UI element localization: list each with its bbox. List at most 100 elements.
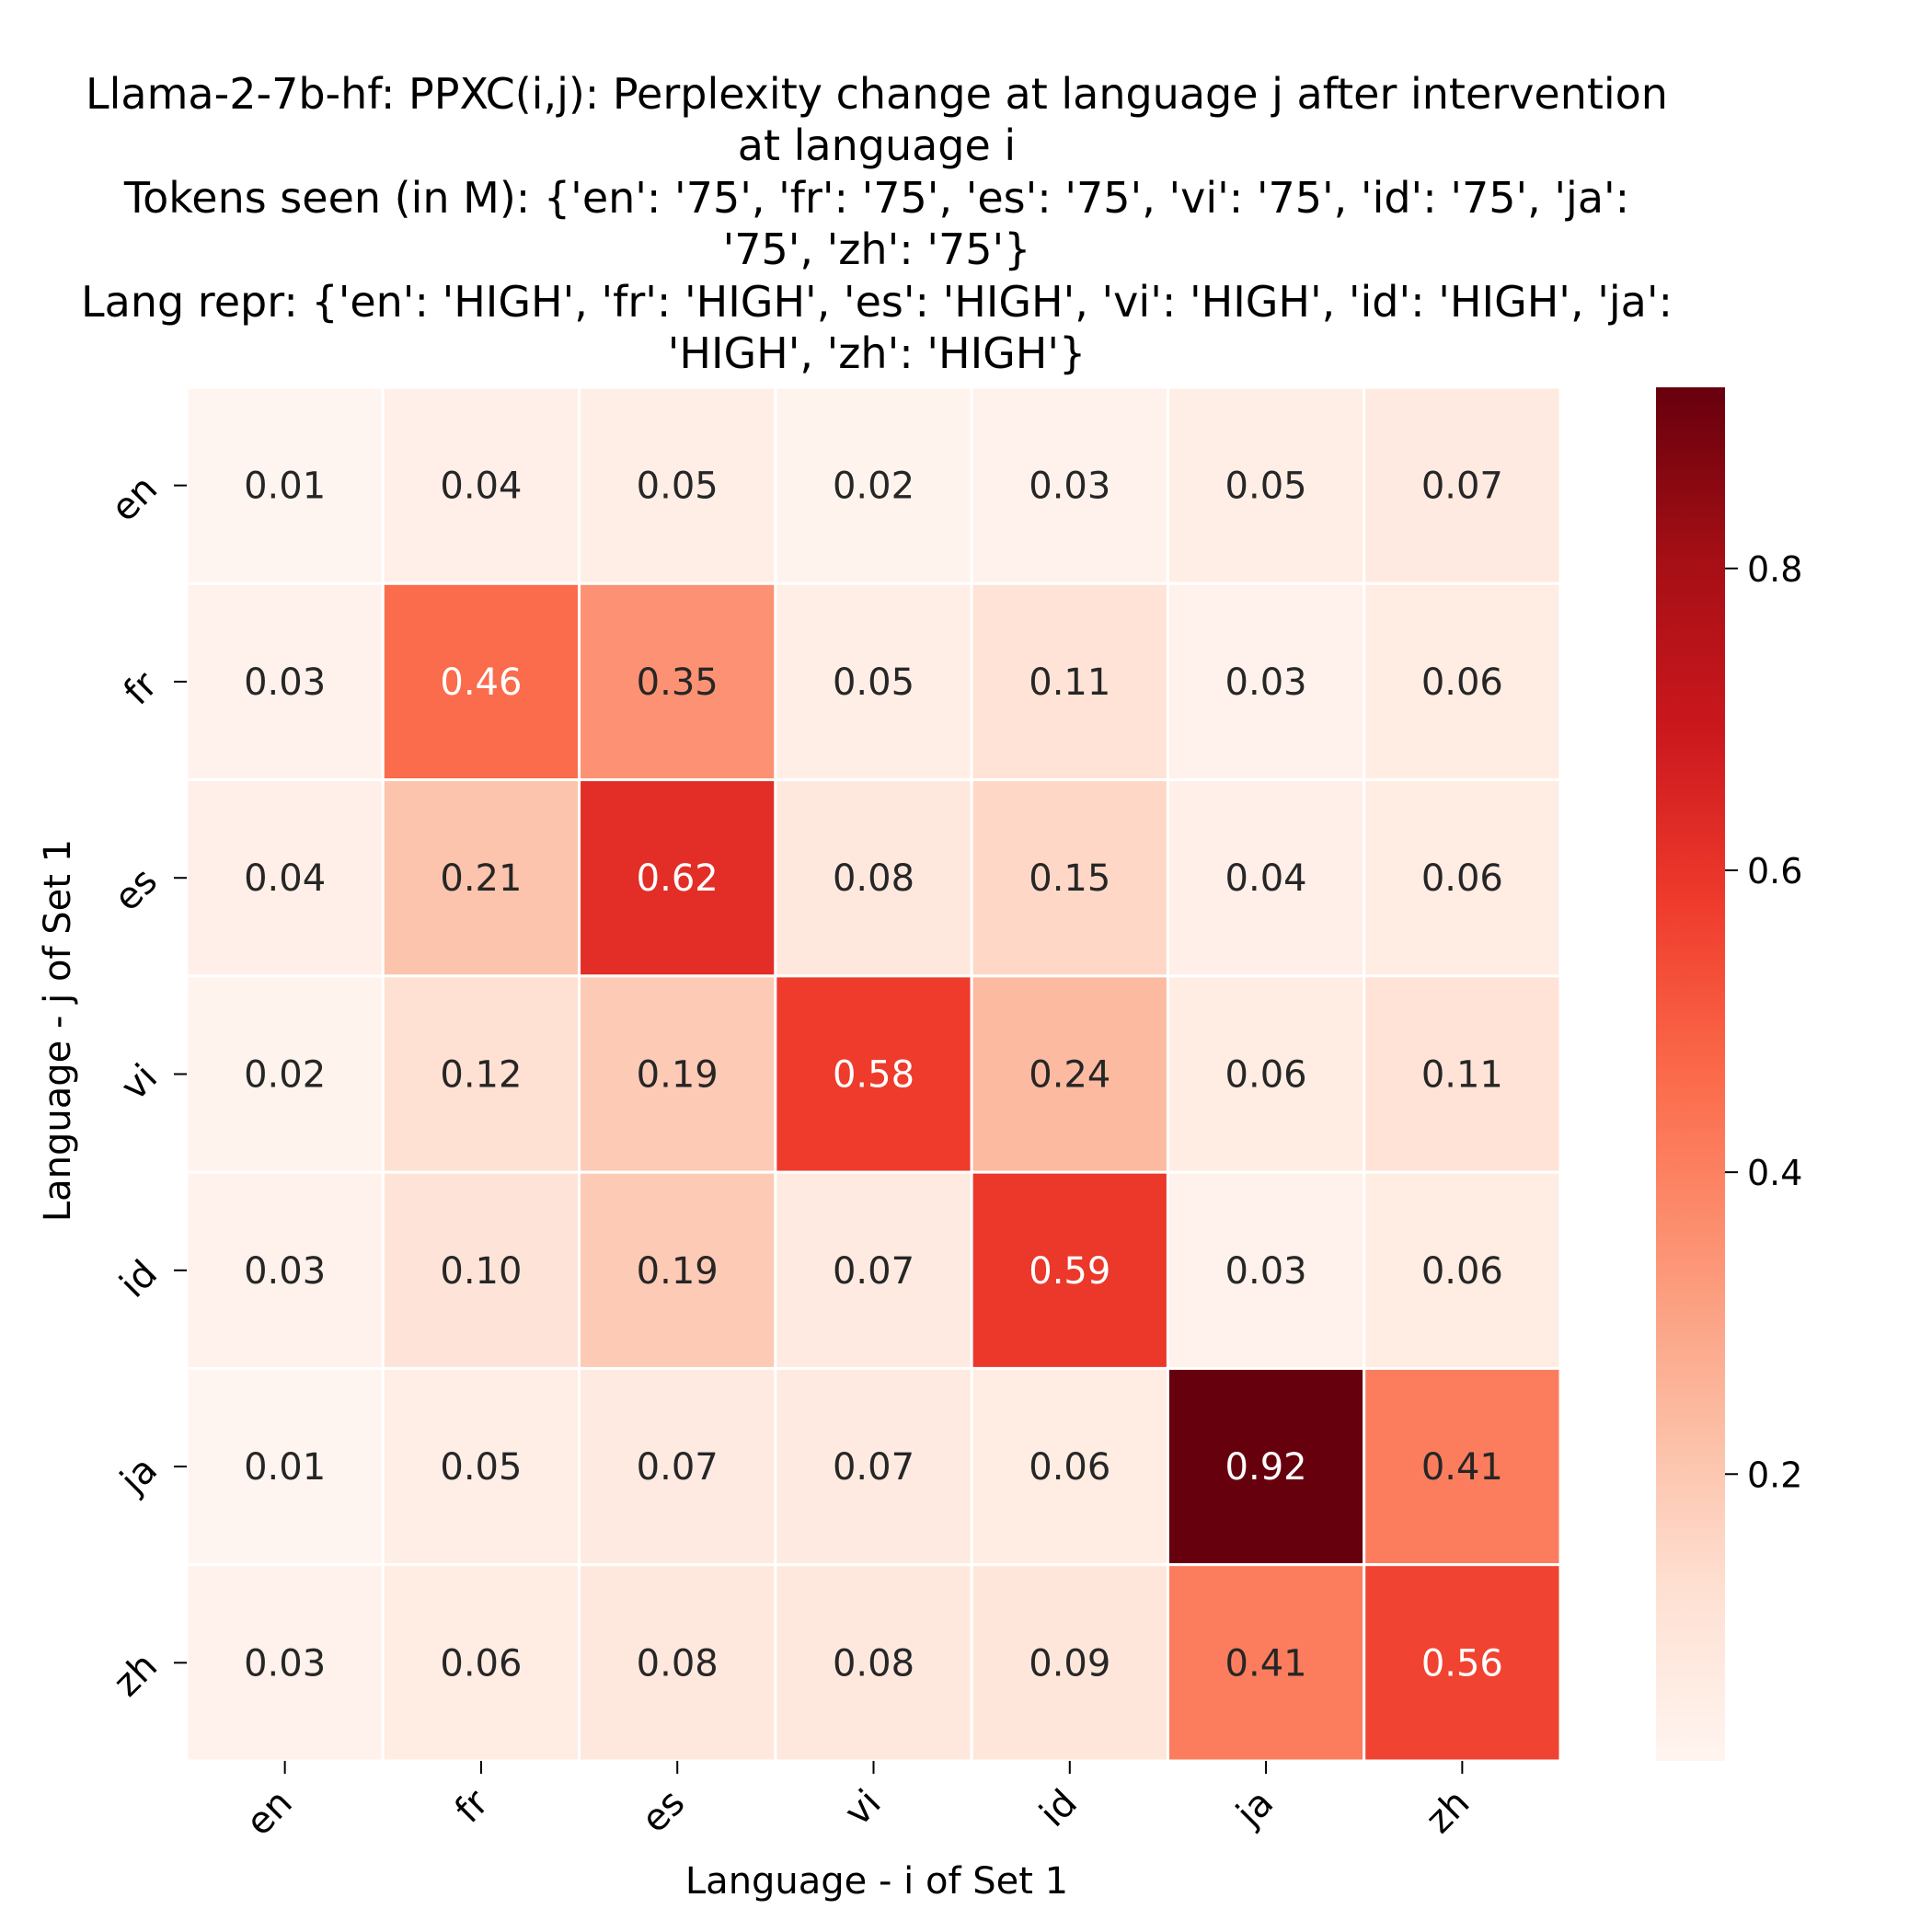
heatmap-cell-es-vi bbox=[774, 778, 973, 978]
heatmap-cell-ja-zh bbox=[1363, 1366, 1562, 1567]
cell-value-label: 0.04 bbox=[1225, 857, 1307, 900]
colorbar-gradient bbox=[1656, 387, 1725, 1761]
title-line-6: 'HIGH', 'zh': 'HIGH'} bbox=[668, 328, 1087, 378]
cell-value-label: 0.07 bbox=[1421, 466, 1503, 508]
cell-value-label: 0.15 bbox=[1029, 857, 1110, 900]
cell-value-label: 0.21 bbox=[440, 857, 522, 900]
heatmap-cell-fr-zh bbox=[1363, 581, 1562, 782]
y-tick-label-fr: fr bbox=[116, 663, 167, 714]
cell-value-label: 0.03 bbox=[1225, 1250, 1307, 1293]
heatmap-cell-vi-fr bbox=[381, 974, 581, 1174]
cell-value-label: 0.05 bbox=[833, 661, 914, 704]
cell-value-label: 0.24 bbox=[1029, 1054, 1110, 1097]
title-line-3: Tokens seen (in M): {'en': '75', 'fr': '… bbox=[123, 173, 1629, 223]
x-tick-label-en: en bbox=[238, 1782, 301, 1845]
y-tick-label-id: id bbox=[112, 1252, 166, 1305]
x-tick-label-fr: fr bbox=[447, 1781, 498, 1832]
heatmap-cell-zh-id bbox=[970, 1563, 1169, 1763]
heatmap-cells bbox=[185, 385, 1562, 1763]
heatmap-cell-es-ja bbox=[1166, 778, 1366, 978]
y-axis-ticks: en fr es vi id ja zh bbox=[103, 467, 187, 1705]
x-tick-label-zh: zh bbox=[1418, 1782, 1478, 1842]
colorbar-tick-label: 0.2 bbox=[1747, 1455, 1802, 1495]
cell-value-label: 0.19 bbox=[637, 1054, 719, 1097]
cell-value-label: 0.41 bbox=[1225, 1642, 1307, 1685]
heatmap-cell-zh-ja bbox=[1166, 1563, 1366, 1763]
cell-value-label: 0.08 bbox=[637, 1642, 719, 1685]
x-axis-ticks: en fr es vi id ja zh bbox=[238, 1761, 1478, 1844]
cell-value-label: 0.41 bbox=[1421, 1446, 1503, 1489]
cell-value-label: 0.05 bbox=[440, 1446, 522, 1489]
cell-value-label: 0.46 bbox=[440, 661, 522, 704]
cell-value-label: 0.03 bbox=[244, 1642, 326, 1685]
cell-value-label: 0.56 bbox=[1421, 1642, 1503, 1685]
heatmap-cell-fr-es bbox=[578, 581, 777, 782]
cell-value-label: 0.12 bbox=[440, 1054, 522, 1097]
heatmap-cell-ja-id bbox=[970, 1366, 1169, 1567]
heatmap-cell-ja-fr bbox=[381, 1366, 581, 1567]
heatmap-cell-labels: 0.01 0.04 0.05 0.02 0.03 0.05 0.07 0.03 0.46 0.35… bbox=[244, 466, 1503, 1685]
heatmap-cell-en-vi bbox=[774, 385, 973, 585]
x-tick-label-es: es bbox=[634, 1782, 694, 1842]
heatmap-cell-en-fr bbox=[381, 385, 581, 585]
cell-value-label: 0.03 bbox=[244, 661, 326, 704]
heatmap-cell-es-zh bbox=[1363, 778, 1562, 978]
heatmap-cell-vi-en bbox=[185, 974, 385, 1174]
heatmap-cell-en-es bbox=[578, 385, 777, 585]
cell-value-label: 0.07 bbox=[833, 1250, 914, 1293]
cell-value-label: 0.11 bbox=[1029, 661, 1110, 704]
colorbar-tick-label: 0.8 bbox=[1747, 549, 1802, 590]
heatmap-cell-ja-en bbox=[185, 1366, 385, 1567]
cell-value-label: 0.07 bbox=[637, 1446, 719, 1489]
cell-value-label: 0.01 bbox=[244, 466, 326, 508]
heatmap-cell-en-en bbox=[185, 385, 385, 585]
heatmap-cell-es-id bbox=[970, 778, 1169, 978]
heatmap-cell-ja-es bbox=[578, 1366, 777, 1567]
colorbar-tick-label: 0.4 bbox=[1747, 1153, 1802, 1193]
title-line-4: '75', 'zh': '75'} bbox=[723, 224, 1031, 274]
heatmap-cell-id-zh bbox=[1363, 1170, 1562, 1370]
chart-title: Llama-2-7b-hf: PPXC(i,j): Perplexity cha… bbox=[81, 69, 1673, 378]
cell-value-label: 0.10 bbox=[440, 1250, 522, 1293]
cell-value-label: 0.06 bbox=[1421, 1250, 1503, 1293]
cell-value-label: 0.62 bbox=[637, 857, 719, 900]
title-line-2: at language i bbox=[738, 121, 1016, 170]
heatmap-cell-es-fr bbox=[381, 778, 581, 978]
cell-value-label: 0.19 bbox=[637, 1250, 719, 1293]
cell-value-label: 0.07 bbox=[833, 1446, 914, 1489]
cell-value-label: 0.08 bbox=[833, 857, 914, 900]
heatmap-cell-vi-ja bbox=[1166, 974, 1366, 1174]
colorbar-ticks: 0.2 0.4 0.6 0.8 bbox=[1725, 549, 1802, 1495]
cell-value-label: 0.58 bbox=[833, 1054, 914, 1097]
heatmap-cell-id-es bbox=[578, 1170, 777, 1370]
heatmap-cell-vi-zh bbox=[1363, 974, 1562, 1174]
cell-value-label: 0.06 bbox=[1029, 1446, 1110, 1489]
heatmap-cell-es-es bbox=[578, 778, 777, 978]
y-tick-label-vi: vi bbox=[113, 1056, 166, 1109]
heatmap-cell-fr-id bbox=[970, 581, 1169, 782]
heatmap-cell-en-ja bbox=[1166, 385, 1366, 585]
x-tick-label-id: id bbox=[1032, 1782, 1086, 1835]
y-tick-label-zh: zh bbox=[106, 1645, 166, 1705]
cell-value-label: 0.02 bbox=[833, 466, 914, 508]
cell-value-label: 0.92 bbox=[1225, 1446, 1307, 1489]
heatmap-cell-id-en bbox=[185, 1170, 385, 1370]
cell-value-label: 0.09 bbox=[1029, 1642, 1110, 1685]
heatmap-cell-zh-vi bbox=[774, 1563, 973, 1763]
heatmap-cell-ja-vi bbox=[774, 1366, 973, 1567]
cell-value-label: 0.06 bbox=[1225, 1054, 1307, 1097]
cell-value-label: 0.59 bbox=[1029, 1250, 1110, 1293]
cell-value-label: 0.05 bbox=[1225, 466, 1307, 508]
y-tick-label-es: es bbox=[106, 860, 166, 920]
heatmap-cell-vi-vi bbox=[774, 974, 973, 1174]
cell-value-label: 0.35 bbox=[637, 661, 719, 704]
cell-value-label: 0.03 bbox=[1029, 466, 1110, 508]
cell-value-label: 0.06 bbox=[1421, 857, 1503, 900]
cell-value-label: 0.06 bbox=[440, 1642, 522, 1685]
heatmap-cell-zh-en bbox=[185, 1563, 385, 1763]
cell-value-label: 0.03 bbox=[1225, 661, 1307, 704]
title-line-5: Lang repr: {'en': 'HIGH', 'fr': 'HIGH', … bbox=[81, 277, 1673, 327]
title-line-1: Llama-2-7b-hf: PPXC(i,j): Perplexity cha… bbox=[86, 69, 1668, 119]
cell-value-label: 0.08 bbox=[833, 1642, 914, 1685]
